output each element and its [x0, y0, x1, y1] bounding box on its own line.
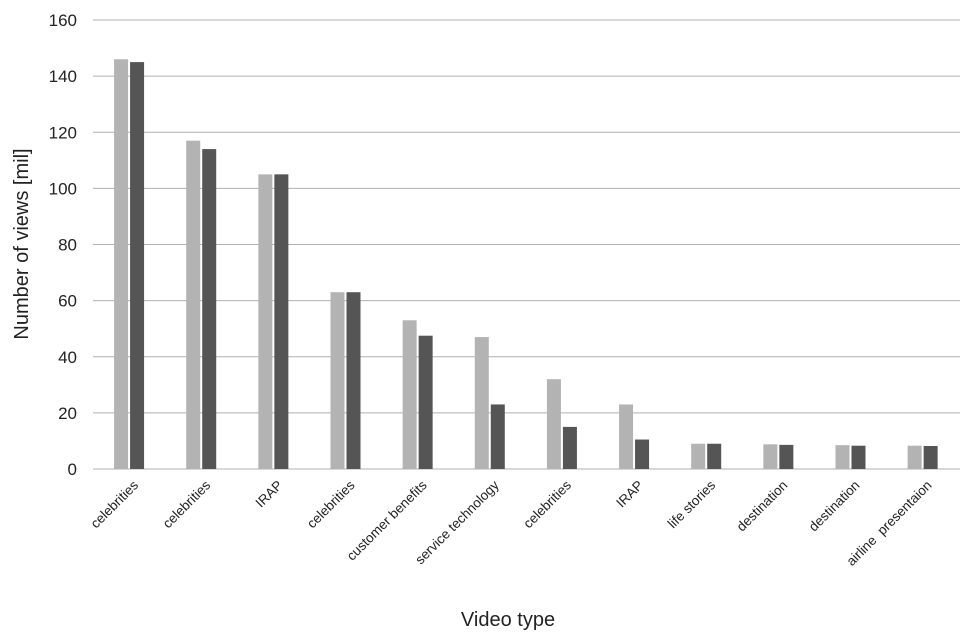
bars: [114, 59, 938, 469]
y-tick-label: 0: [68, 460, 77, 479]
gridlines: [93, 19, 960, 470]
bar-series1-10: [763, 444, 778, 469]
bar-series2-11: [851, 445, 866, 469]
bar-series1-8: [619, 404, 634, 469]
bar-series1-4: [330, 292, 345, 469]
bar-series2-1: [130, 62, 145, 469]
bar-series2-8: [635, 439, 650, 469]
x-axis-title: Video type: [461, 609, 555, 631]
y-tick-label: 60: [58, 292, 77, 311]
bar-series2-3: [274, 174, 289, 469]
y-axis-title: Number of views [mil]: [11, 148, 33, 339]
x-category-label: celebrities: [304, 477, 358, 531]
bar-series2-5: [418, 335, 433, 469]
bar-series1-3: [258, 174, 273, 469]
bar-series1-5: [402, 320, 417, 469]
bar-series2-4: [346, 292, 361, 469]
y-tick-label: 100: [49, 179, 77, 198]
bar-series2-10: [779, 444, 794, 469]
bar-series1-9: [691, 443, 706, 469]
bar-series1-6: [474, 337, 489, 469]
x-axis-category-labels: celebrities celebrities IRAP celebritiescus…: [88, 477, 935, 568]
y-tick-label: 120: [49, 123, 77, 142]
y-tick-label: 80: [58, 236, 77, 255]
y-tick-label: 140: [49, 67, 77, 86]
bar-series1-11: [835, 445, 850, 469]
bar-series2-7: [562, 426, 577, 469]
x-category-label: IRAP: [253, 478, 286, 511]
x-category-label: IRAP: [613, 478, 646, 511]
x-category-label: destination: [734, 478, 791, 535]
bar-series2-9: [707, 443, 722, 469]
y-tick-label: 160: [49, 11, 77, 30]
x-category-label: celebrities: [88, 477, 142, 531]
bar-series2-6: [490, 404, 505, 469]
bar-series1-1: [114, 59, 129, 469]
x-category-label: celebrities: [520, 477, 574, 531]
bar-series2-12: [923, 445, 938, 469]
bar-series2-2: [202, 149, 217, 469]
bar-series1-2: [186, 140, 201, 469]
y-tick-label: 40: [58, 348, 77, 367]
bar-series1-7: [546, 379, 561, 469]
x-category-label: life stories: [665, 477, 719, 531]
y-axis-tick-labels: 0 20 40 60 80 100 120 140 160: [49, 11, 77, 479]
x-category-label: destination: [806, 478, 863, 535]
bar-series1-12: [907, 445, 922, 469]
x-category-label: celebrities: [160, 477, 214, 531]
y-tick-label: 20: [58, 404, 77, 423]
